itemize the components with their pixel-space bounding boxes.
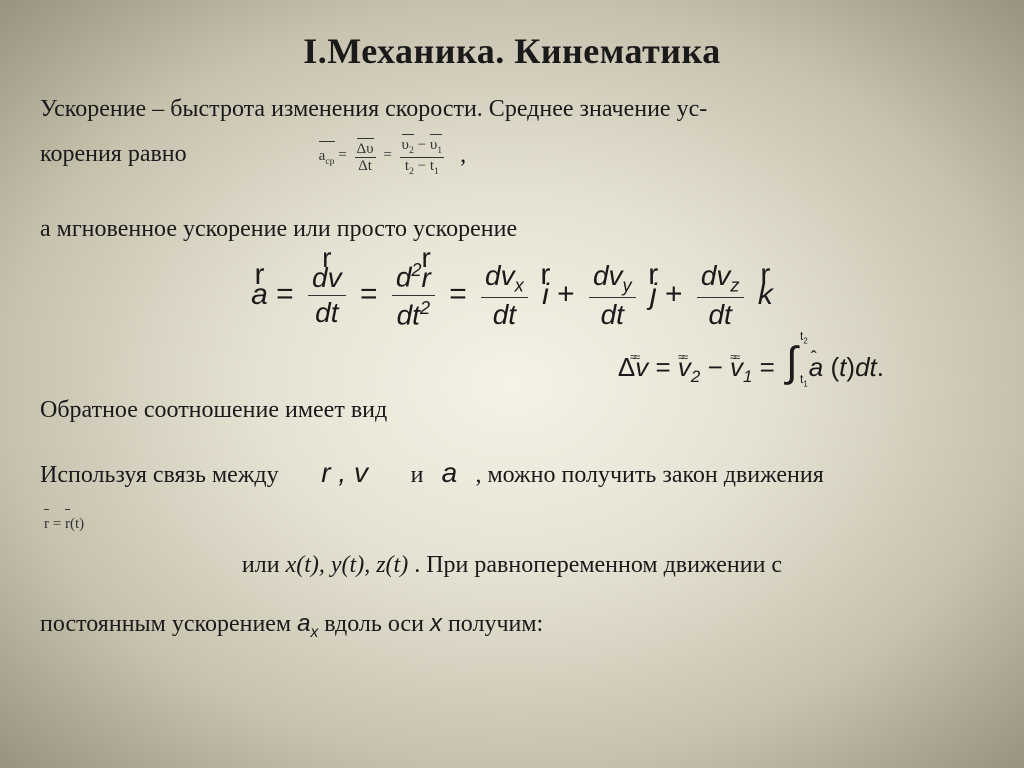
formula-r-of-t: r = r(t) [44, 516, 84, 532]
para1-line1: Ускорение – быстрота изменения скорости.… [40, 90, 984, 128]
slide: I.Механика. Кинематика Ускорение – быстр… [0, 0, 1024, 768]
para4-pre: Используя связь между [40, 462, 279, 488]
formula-main: r a = rdv dt = d2rr dt2 = dvx dt ri + dv… [40, 258, 984, 333]
formula-deltav: ≈≈ Δv = ≈≈ v2 − ≈≈ v1 = t2 ∫ t1 ˆ a [40, 347, 984, 390]
para5: или x(t), y(t), z(t) . При равнопеременн… [40, 546, 984, 584]
comma: , [460, 142, 466, 168]
para6: постоянным ускорением ax вдоль оси x пол… [40, 605, 984, 646]
para4-post: , можно получить закон движения [475, 462, 823, 488]
para3: Обратное соотношение имеет вид [40, 391, 984, 429]
symbol-rv: r , v [285, 451, 405, 496]
para2: а мгновенное ускорение или просто ускоре… [40, 210, 984, 248]
para1-line2-row: корения равно acp = Δυ Δt = υ2 − υ1 [40, 134, 984, 177]
symbol-a: a [429, 451, 469, 496]
slide-title: I.Механика. Кинематика [40, 30, 984, 72]
r-of-t-row: r = r(t) [40, 502, 984, 540]
para4-mid: и [411, 462, 424, 488]
para4-row: Используя связь между r , v и a , можно … [40, 451, 984, 496]
formula-acp: acp = Δυ Δt = υ2 − υ1 t2 − t1 [319, 134, 448, 177]
para1-line2: корения равно [40, 142, 187, 168]
body-content: Ускорение – быстрота изменения скорости.… [40, 90, 984, 645]
